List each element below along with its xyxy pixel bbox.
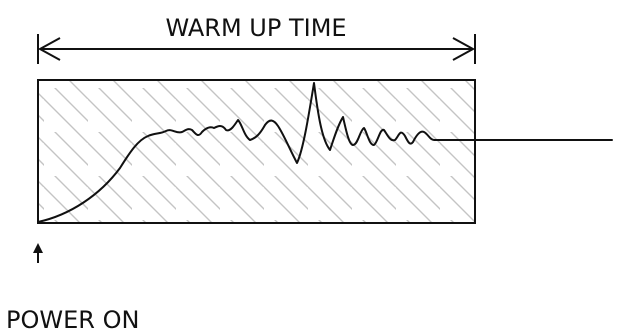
warm-up-time-dimension-line <box>37 34 476 64</box>
signal-curve <box>37 82 613 223</box>
power-on-label: POWER ON <box>6 306 139 334</box>
power-on-arrow <box>33 243 43 263</box>
warm-up-period-box <box>37 79 476 224</box>
warm-up-time-label: WARM UP TIME <box>165 14 346 42</box>
